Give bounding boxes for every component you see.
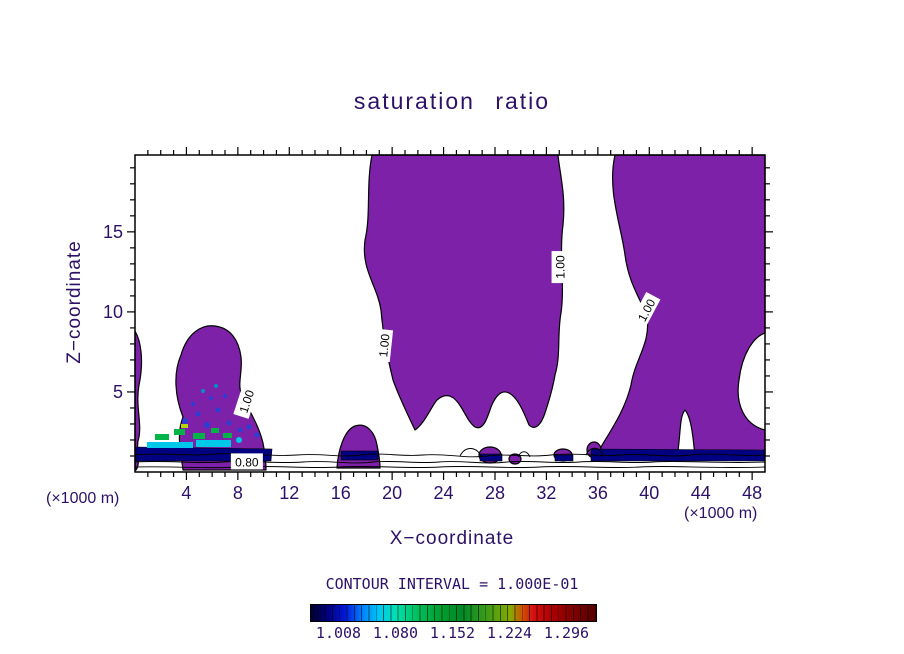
x-tick-label: 28	[485, 483, 505, 503]
purple-region-central-mass	[363, 154, 565, 431]
green-dot	[211, 428, 219, 433]
svg-text:1.00: 1.00	[237, 388, 258, 415]
x-tick-label: 20	[382, 483, 402, 503]
cyan-band	[196, 440, 231, 447]
contour-label: 1.00	[233, 383, 259, 419]
purple-region-left-edge-sliver	[134, 330, 143, 471]
y-tick-label: 10	[103, 302, 123, 322]
svg-text:1.00: 1.00	[554, 255, 568, 279]
colorbar-tick-label: 1.296	[543, 624, 590, 642]
plot-frame	[134, 154, 766, 473]
svg-text:1.00: 1.00	[376, 333, 392, 358]
plume-teal-speckles	[201, 384, 218, 393]
plume-blue-speckles	[182, 394, 260, 438]
axis-ticks	[127, 147, 773, 480]
x-tick-label: 4	[181, 483, 191, 503]
cyan-dot	[236, 437, 242, 443]
green-dot	[223, 433, 232, 438]
y-tick-label: 5	[113, 382, 123, 402]
contour-line-labels: 1.001.001.001.000.80	[230, 251, 661, 470]
x-tick-label: 44	[691, 483, 711, 503]
green-dot	[193, 433, 205, 439]
yellow-green-dot	[181, 424, 188, 428]
colorbar-tick-label: 1.152	[429, 624, 476, 642]
x-axis-unit-left: (×1000 m)	[46, 490, 120, 507]
x-tick-label: 32	[536, 483, 556, 503]
x-axis-unit-right: (×1000 m)	[684, 505, 758, 522]
cyan-band	[147, 442, 193, 448]
x-tick-label: 8	[233, 483, 243, 503]
green-dot	[155, 434, 169, 440]
green-dot	[174, 429, 185, 435]
colorbar-tick-labels: 1.008 1.080 1.152 1.224 1.296	[310, 624, 595, 644]
contour-label: 0.80	[230, 453, 263, 470]
surface-green-bands	[155, 428, 232, 440]
contour-label: 1.00	[551, 251, 568, 284]
x-tick-label: 12	[279, 483, 299, 503]
x-tick-label: 36	[588, 483, 608, 503]
colorbar-tick-label: 1.080	[372, 624, 419, 642]
x-tick-label: 48	[742, 483, 762, 503]
contour-plot: 1.001.001.001.000.80 4 8 12 16 20 24 28 32 36 40 4…	[103, 147, 773, 503]
colorbar	[310, 604, 597, 622]
x-tick-label: 24	[434, 483, 454, 503]
navy-band-small-2	[554, 454, 574, 462]
colorbar-tick-label: 1.224	[486, 624, 533, 642]
navy-band-small-1	[479, 453, 503, 462]
purple-region-right-mass	[600, 154, 766, 458]
contour-interval-text: CONTOUR INTERVAL = 1.000E-01	[325, 575, 579, 593]
svg-text:0.80: 0.80	[235, 455, 259, 469]
x-tick-label: 40	[639, 483, 659, 503]
x-axis-title: X−coordinate	[389, 528, 515, 549]
colorbar-cell-separators	[311, 605, 596, 621]
chart-title: saturation ratio	[353, 88, 551, 114]
contour-label: 1.00	[373, 328, 394, 363]
y-tick-label: 15	[103, 222, 123, 242]
colorbar-tick-label: 1.008	[315, 624, 362, 642]
x-tick-label: 16	[331, 483, 351, 503]
surface-cyan-bands	[147, 437, 242, 448]
